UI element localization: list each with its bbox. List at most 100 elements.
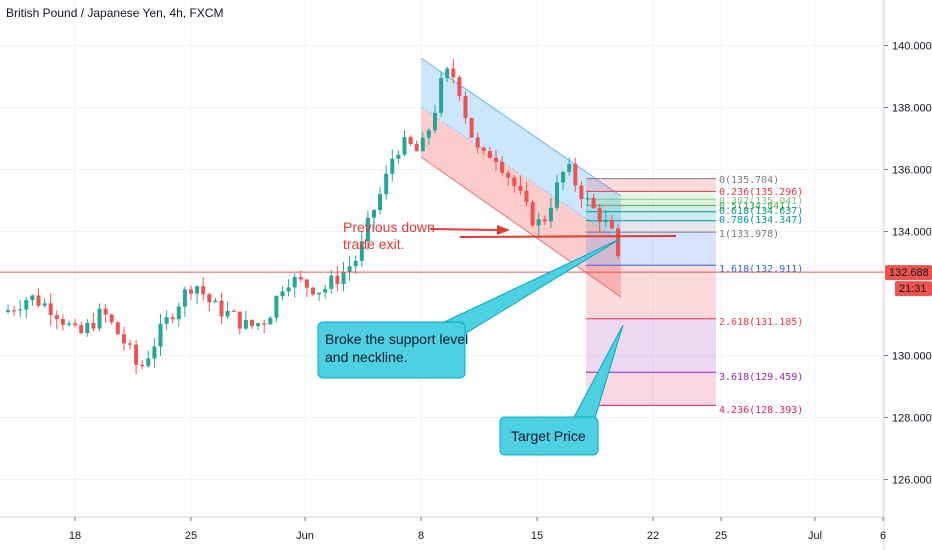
candle-body: [469, 117, 474, 138]
x-tick-label: 25: [185, 530, 197, 542]
y-tick-label: 128.000: [892, 413, 932, 425]
callout-target-box: [499, 416, 599, 456]
candle-body: [524, 190, 529, 203]
fib-zone: [586, 199, 716, 206]
callout-support-text: and neckline.: [325, 349, 408, 365]
candle-body: [329, 275, 334, 289]
candle-body: [585, 197, 590, 200]
candle-body: [164, 317, 169, 324]
candle-body: [341, 271, 346, 284]
y-tick-label: 134.000: [892, 227, 932, 239]
candle-body: [6, 310, 10, 313]
candle-body: [603, 219, 608, 223]
candle-body: [152, 346, 157, 359]
candle-body: [213, 300, 218, 303]
channel-mid-line: [420, 106, 622, 243]
fib-zone: [586, 265, 716, 319]
fib-level-label: 0(135.704): [719, 175, 779, 186]
candle-body: [542, 219, 547, 222]
candle-body: [207, 294, 212, 303]
candle-body: [536, 219, 541, 226]
candle-body: [109, 314, 114, 323]
candle-body: [250, 319, 254, 327]
y-axis: 140.000 138.000 136.000 134.000 130.000 128.0…: [884, 41, 932, 487]
candle-body: [573, 163, 578, 186]
fib-zone: [586, 191, 716, 200]
candle-body: [140, 364, 145, 367]
candle-body: [335, 275, 340, 284]
candle-body: [579, 185, 584, 200]
candle-body: [420, 137, 425, 152]
candle-body: [561, 171, 566, 183]
candle-body: [304, 279, 309, 288]
candle-body: [597, 207, 602, 223]
candle-body: [347, 266, 352, 272]
candle-body: [201, 286, 206, 295]
y-tick-label: 136.000: [892, 165, 932, 177]
candle-body: [323, 288, 328, 293]
candle-body: [396, 154, 401, 159]
current-price-box: [885, 265, 932, 281]
candle-body: [280, 291, 285, 297]
candle-body: [384, 173, 389, 195]
fib-level-label: 0.5(134.841): [719, 201, 791, 212]
candle-body: [128, 343, 132, 345]
candle-body: [414, 144, 419, 152]
candle-body: [231, 310, 236, 312]
candle-body: [311, 287, 315, 295]
candle-body: [378, 194, 383, 211]
candle-body: [219, 300, 224, 317]
candle-body: [36, 295, 41, 306]
x-tick-label: 22: [647, 530, 659, 542]
candle-body: [445, 68, 450, 79]
candle-body: [298, 277, 303, 280]
candle-body: [103, 308, 108, 315]
candle-body: [30, 295, 35, 301]
candle-body: [408, 137, 413, 145]
exit-arrow-head: [497, 225, 510, 235]
annotation-previous-exit: trade exit.: [343, 236, 404, 252]
callout-support-box: [317, 321, 466, 379]
candle-body: [67, 323, 71, 325]
fib-zone: [586, 232, 716, 266]
candle-body: [555, 182, 559, 208]
fib-level-label: 0.236(135.296): [719, 187, 803, 198]
candle-body: [97, 308, 102, 329]
candle-body: [262, 323, 267, 325]
candle-body: [494, 157, 498, 162]
candle-body: [506, 172, 511, 178]
candle-body: [548, 207, 553, 222]
y-tick-label: 140.000: [892, 41, 932, 53]
countdown-label: 21:31: [899, 283, 927, 295]
candle-body: [79, 325, 84, 333]
channel-lower-half: [421, 107, 621, 297]
candle-body: [487, 151, 492, 158]
y-tick-label: 126.000: [892, 475, 932, 487]
candle-body: [426, 130, 431, 138]
candle-body: [268, 317, 273, 325]
candle-body: [115, 322, 120, 335]
candle-body: [451, 68, 456, 78]
current-price-label: 132.688: [889, 267, 929, 279]
candle-body: [481, 147, 486, 152]
candle-body: [402, 137, 407, 155]
fib-level-label: 3.618(129.459): [719, 372, 803, 383]
candle-body: [463, 95, 468, 118]
fib-level-label: 0.382(135.041): [719, 196, 803, 207]
candle-body: [475, 137, 480, 148]
candle-body: [317, 292, 322, 295]
candle-body: [170, 317, 175, 320]
candle-body: [359, 241, 364, 261]
neckline: [459, 235, 677, 238]
x-axis: 18 25 Jun 8 15 22 25 Jul 6: [69, 517, 886, 542]
candle-body: [54, 315, 59, 319]
fib-level-label: 1(133.978): [719, 229, 779, 240]
candle-body: [85, 322, 90, 333]
fib-level-label: 0.786(134.347): [719, 215, 803, 226]
fibonacci-extension: 0(135.704)0.236(135.296)0.382(135.041)0.…: [586, 175, 803, 416]
candle-body: [609, 219, 614, 229]
candle-body: [195, 286, 200, 294]
candle-body: [237, 311, 242, 329]
